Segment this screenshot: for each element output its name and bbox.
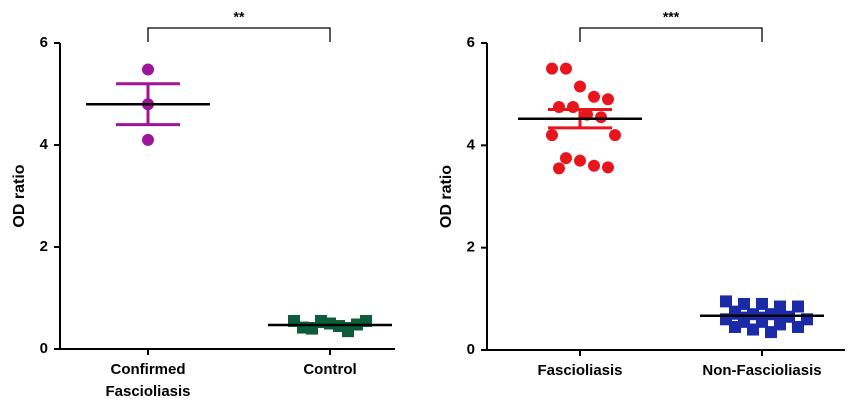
x-tick-label: Control <box>303 361 357 378</box>
point <box>588 90 600 103</box>
point <box>602 93 614 106</box>
point <box>574 154 586 167</box>
y-tick-label: 6 <box>467 34 475 51</box>
significance-bracket <box>147 27 331 42</box>
y-tick-label: 4 <box>40 136 49 153</box>
y-tick-label: 0 <box>467 341 475 358</box>
y-axis-label: OD ratio <box>438 165 455 228</box>
y-tick-label: 4 <box>467 136 476 153</box>
point <box>595 111 607 124</box>
point <box>729 320 741 333</box>
y-tick-label: 0 <box>40 340 48 357</box>
significance-label: *** <box>663 9 680 25</box>
point <box>142 133 154 146</box>
significance-bracket <box>579 27 763 42</box>
y-tick-label: 2 <box>467 239 475 256</box>
point <box>747 323 759 336</box>
significance-label: ** <box>234 9 245 25</box>
point <box>567 100 579 113</box>
point <box>546 129 558 142</box>
point <box>560 62 572 75</box>
point <box>142 63 154 76</box>
x-tick-label: Confirmed Fascioliasis <box>105 361 191 400</box>
y-tick-label: 6 <box>40 34 48 51</box>
y-tick-label: 2 <box>40 238 48 255</box>
point <box>553 100 565 113</box>
point <box>602 161 614 174</box>
point <box>720 295 732 308</box>
point <box>609 129 621 142</box>
point <box>574 80 586 93</box>
point <box>765 326 777 339</box>
x-tick-label: Non-Fascioliasis <box>702 362 822 379</box>
point <box>792 300 804 313</box>
point <box>588 159 600 172</box>
point <box>792 320 804 333</box>
x-tick-label: Fascioliasis <box>537 362 623 379</box>
point <box>546 62 558 75</box>
point <box>756 297 768 310</box>
point <box>560 152 572 165</box>
point <box>553 162 565 175</box>
y-axis-label: OD ratio <box>11 164 28 227</box>
